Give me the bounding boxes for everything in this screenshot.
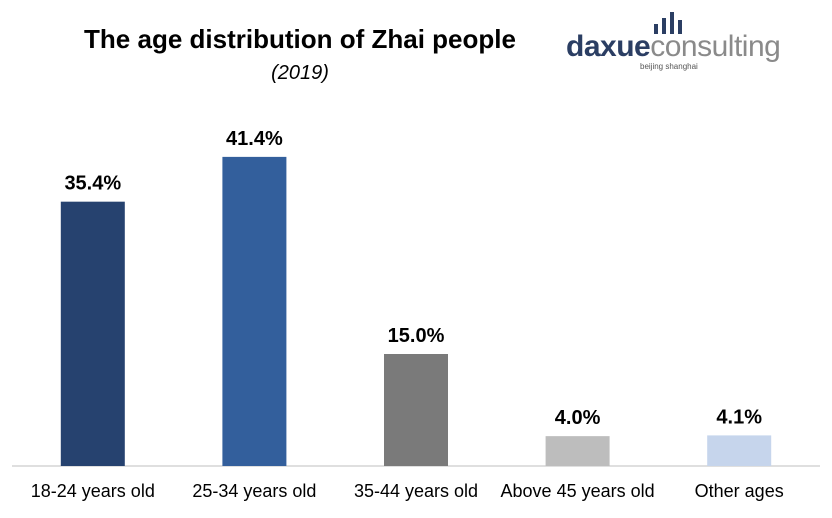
- brand-logo: daxueconsulting beijing shanghai: [566, 12, 816, 72]
- logo-brand-part2: consulting: [650, 30, 781, 63]
- bar-1: [60, 201, 125, 466]
- bar-4: [545, 436, 610, 466]
- chart-subtitle: (2019): [271, 62, 329, 84]
- logo-wordmark: daxueconsulting: [566, 30, 781, 64]
- chart-title: The age distribution of Zhai people: [84, 24, 516, 54]
- x-tick-label-4: Above 45 years old: [501, 481, 655, 501]
- bar-3: [384, 354, 448, 466]
- data-label-4: 4.0%: [555, 407, 601, 429]
- data-label-5: 4.1%: [716, 406, 762, 428]
- x-tick-label-3: 35-44 years old: [354, 481, 478, 501]
- data-label-1: 35.4%: [64, 173, 121, 195]
- x-tick-label-5: Other ages: [695, 481, 784, 501]
- x-tick-label-2: 25-34 years old: [192, 481, 316, 501]
- logo-tagline: beijing shanghai: [640, 62, 698, 71]
- bar-2: [222, 156, 287, 466]
- data-label-2: 41.4%: [226, 128, 283, 150]
- data-label-3: 15.0%: [388, 325, 445, 347]
- logo-bars-icon: [654, 12, 694, 34]
- logo-brand-part1: daxue: [566, 30, 651, 63]
- x-tick-label-1: 18-24 years old: [31, 481, 155, 501]
- bar-5: [707, 435, 772, 466]
